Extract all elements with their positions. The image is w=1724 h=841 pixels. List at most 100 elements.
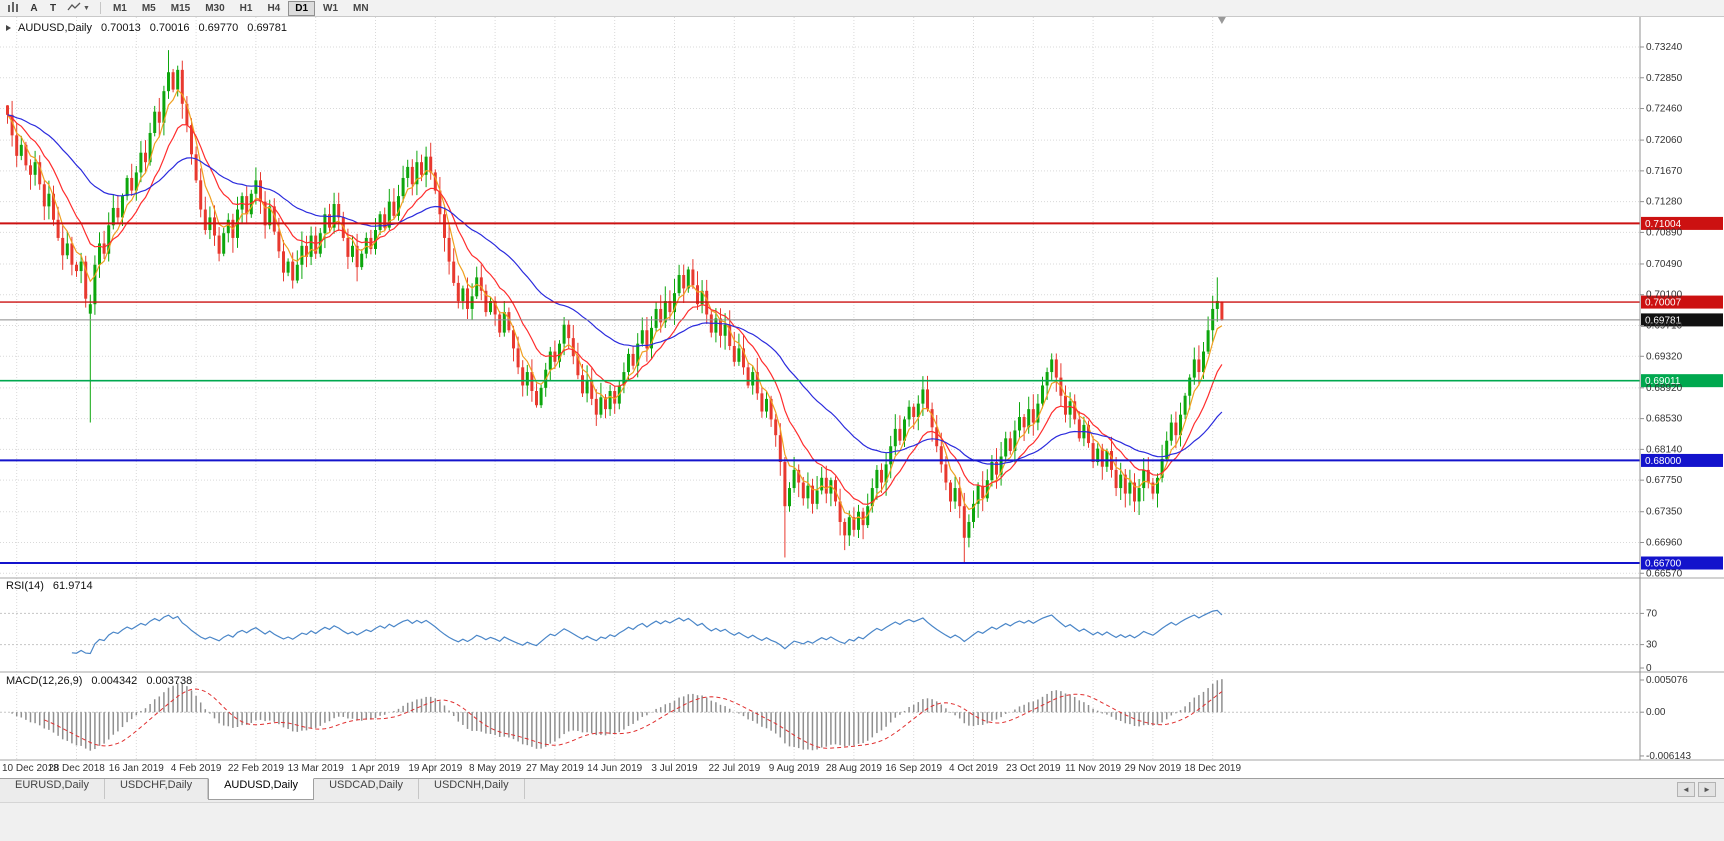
svg-text:18 Dec 2019: 18 Dec 2019 — [1184, 763, 1241, 774]
grid — [0, 17, 1640, 760]
svg-text:0.70890: 0.70890 — [1646, 227, 1683, 238]
drawing-tools-button[interactable]: ▼ — [63, 1, 94, 16]
svg-text:0.71004: 0.71004 — [1645, 219, 1682, 230]
svg-text:0.68140: 0.68140 — [1646, 444, 1683, 455]
one-click-trading-arrow-icon[interactable] — [6, 25, 11, 31]
chart-type-button[interactable] — [3, 1, 24, 16]
svg-text:-0.006143: -0.006143 — [1646, 751, 1691, 762]
svg-text:13 Mar 2019: 13 Mar 2019 — [288, 763, 345, 774]
svg-text:0.70007: 0.70007 — [1645, 298, 1682, 309]
macd-indicator-label: MACD(12,26,9) 0.004342 0.003738 — [6, 675, 192, 687]
tab-usdcnh-daily[interactable]: USDCNH,Daily — [419, 779, 525, 799]
chart-tabs: EURUSD,Daily USDCHF,Daily AUDUSD,Daily USDC… — [0, 778, 525, 800]
timeframe-h1-button[interactable]: H1 — [233, 1, 260, 16]
level-lines[interactable]: 0.71004 0.70007 0.69011 0.68000 0.66700 0.697… — [0, 216, 1723, 570]
svg-text:0.00: 0.00 — [1646, 707, 1666, 718]
svg-text:11 Nov 2019: 11 Nov 2019 — [1065, 763, 1121, 774]
timeframe-w1-button[interactable]: W1 — [316, 1, 345, 16]
chart-tab-bar: EURUSD,Daily USDCHF,Daily AUDUSD,Daily USDC… — [0, 778, 1724, 802]
svg-text:28 Aug 2019: 28 Aug 2019 — [826, 763, 883, 774]
svg-text:0.68530: 0.68530 — [1646, 414, 1683, 425]
svg-text:0.69011: 0.69011 — [1645, 376, 1681, 387]
chart-area[interactable]: 0.71004 0.70007 0.69011 0.68000 0.66700 0.697… — [0, 17, 1724, 778]
svg-text:29 Nov 2019: 29 Nov 2019 — [1125, 763, 1182, 774]
ma-fast-line — [7, 88, 1223, 521]
annotation-a-button[interactable]: A — [25, 1, 43, 16]
macd-signal-value: 0.003738 — [146, 675, 193, 687]
timeframe-h4-button[interactable]: H4 — [260, 1, 287, 16]
svg-text:0.66960: 0.66960 — [1646, 537, 1683, 548]
rsi-name: RSI(14) — [6, 580, 44, 592]
svg-text:0.71670: 0.71670 — [1646, 166, 1683, 177]
timeframe-m15-button[interactable]: M15 — [164, 1, 197, 16]
tab-eurusd-daily[interactable]: EURUSD,Daily — [0, 779, 105, 799]
timeframe-mn-button[interactable]: MN — [346, 1, 376, 16]
svg-text:22 Feb 2019: 22 Feb 2019 — [228, 763, 285, 774]
svg-text:0.69710: 0.69710 — [1646, 321, 1683, 332]
svg-text:30: 30 — [1646, 640, 1658, 651]
tab-usdchf-daily[interactable]: USDCHF,Daily — [105, 779, 209, 799]
svg-text:0.005076: 0.005076 — [1646, 675, 1688, 686]
svg-text:0.72850: 0.72850 — [1646, 73, 1683, 84]
zigzag-icon — [67, 2, 81, 15]
tab-scroll-buttons: ◄ ► — [1677, 779, 1724, 797]
toolbar-separator — [99, 2, 101, 14]
svg-text:0.70490: 0.70490 — [1646, 259, 1683, 270]
panel-borders — [0, 17, 1724, 761]
svg-text:10 Dec 2018: 10 Dec 2018 — [2, 763, 59, 774]
svg-text:9 Aug 2019: 9 Aug 2019 — [769, 763, 820, 774]
timeframe-bar: M1 M5 M15 M30 H1 H4 D1 W1 MN — [106, 0, 377, 16]
timeframe-m30-button[interactable]: M30 — [198, 1, 231, 16]
svg-text:0.72460: 0.72460 — [1646, 104, 1683, 115]
chart-ohlc-label: AUDUSD,Daily 0.70013 0.70016 0.69770 0.6… — [6, 22, 287, 34]
macd-name: MACD(12,26,9) — [6, 675, 83, 687]
tab-usdcad-daily[interactable]: USDCAD,Daily — [314, 779, 420, 799]
annotation-t-button[interactable]: T — [44, 1, 62, 16]
macd-histogram — [11, 679, 1223, 751]
macd-main-value: 0.004342 — [91, 675, 138, 687]
svg-text:14 Jun 2019: 14 Jun 2019 — [587, 763, 642, 774]
rsi-pane — [0, 612, 1640, 646]
ohlc-open: 0.70013 — [100, 22, 141, 34]
timeframe-m5-button[interactable]: M5 — [135, 1, 163, 16]
ohlc-close: 0.69781 — [247, 22, 288, 34]
ohlc-low: 0.69770 — [198, 22, 239, 34]
timeframe-d1-button[interactable]: D1 — [288, 0, 316, 16]
svg-text:8 May 2019: 8 May 2019 — [469, 763, 522, 774]
chart-symbol-label: AUDUSD,Daily — [18, 22, 92, 34]
svg-text:0.73240: 0.73240 — [1646, 42, 1683, 53]
timeframe-m1-button[interactable]: M1 — [106, 1, 134, 16]
tabs-scroll-right-button[interactable]: ► — [1698, 782, 1716, 797]
ohlc-high: 0.70016 — [149, 22, 190, 34]
svg-text:0.66570: 0.66570 — [1646, 568, 1683, 579]
rsi-line — [71, 609, 1223, 655]
svg-text:16 Jan 2019: 16 Jan 2019 — [109, 763, 164, 774]
svg-text:0.72060: 0.72060 — [1646, 135, 1683, 146]
svg-text:0.68000: 0.68000 — [1645, 456, 1682, 467]
tab-audusd-daily[interactable]: AUDUSD,Daily — [208, 778, 315, 800]
rsi-indicator-label: RSI(14) 61.9714 — [6, 580, 93, 592]
chart-canvas[interactable]: 0.71004 0.70007 0.69011 0.68000 0.66700 0.697… — [0, 17, 1724, 778]
svg-text:0.66700: 0.66700 — [1645, 559, 1682, 570]
price-axis[interactable]: 0.73240 0.72850 0.72460 0.72060 0.71670 0.712… — [1640, 42, 1691, 762]
window-bottom-filler — [0, 802, 1724, 841]
svg-text:0.69320: 0.69320 — [1646, 351, 1683, 362]
svg-text:23 Oct 2019: 23 Oct 2019 — [1006, 763, 1061, 774]
svg-text:4 Oct 2019: 4 Oct 2019 — [949, 763, 998, 774]
svg-text:4 Feb 2019: 4 Feb 2019 — [171, 763, 222, 774]
svg-text:0.67750: 0.67750 — [1646, 475, 1683, 486]
svg-text:0.67350: 0.67350 — [1646, 507, 1683, 518]
toolbar: A T ▼ M1 M5 M15 M30 H1 H4 D1 W1 MN — [0, 0, 1724, 17]
svg-text:70: 70 — [1646, 608, 1658, 619]
candlestick-chart-icon — [7, 1, 20, 15]
chevron-down-icon: ▼ — [83, 4, 90, 12]
svg-text:0.70100: 0.70100 — [1646, 290, 1683, 301]
svg-text:3 Jul 2019: 3 Jul 2019 — [651, 763, 698, 774]
tabs-scroll-left-button[interactable]: ◄ — [1677, 782, 1695, 797]
svg-text:16 Sep 2019: 16 Sep 2019 — [885, 763, 942, 774]
rsi-current-value: 61.9714 — [52, 580, 93, 592]
ma-slow-line — [7, 114, 1223, 466]
svg-text:22 Jul 2019: 22 Jul 2019 — [708, 763, 760, 774]
